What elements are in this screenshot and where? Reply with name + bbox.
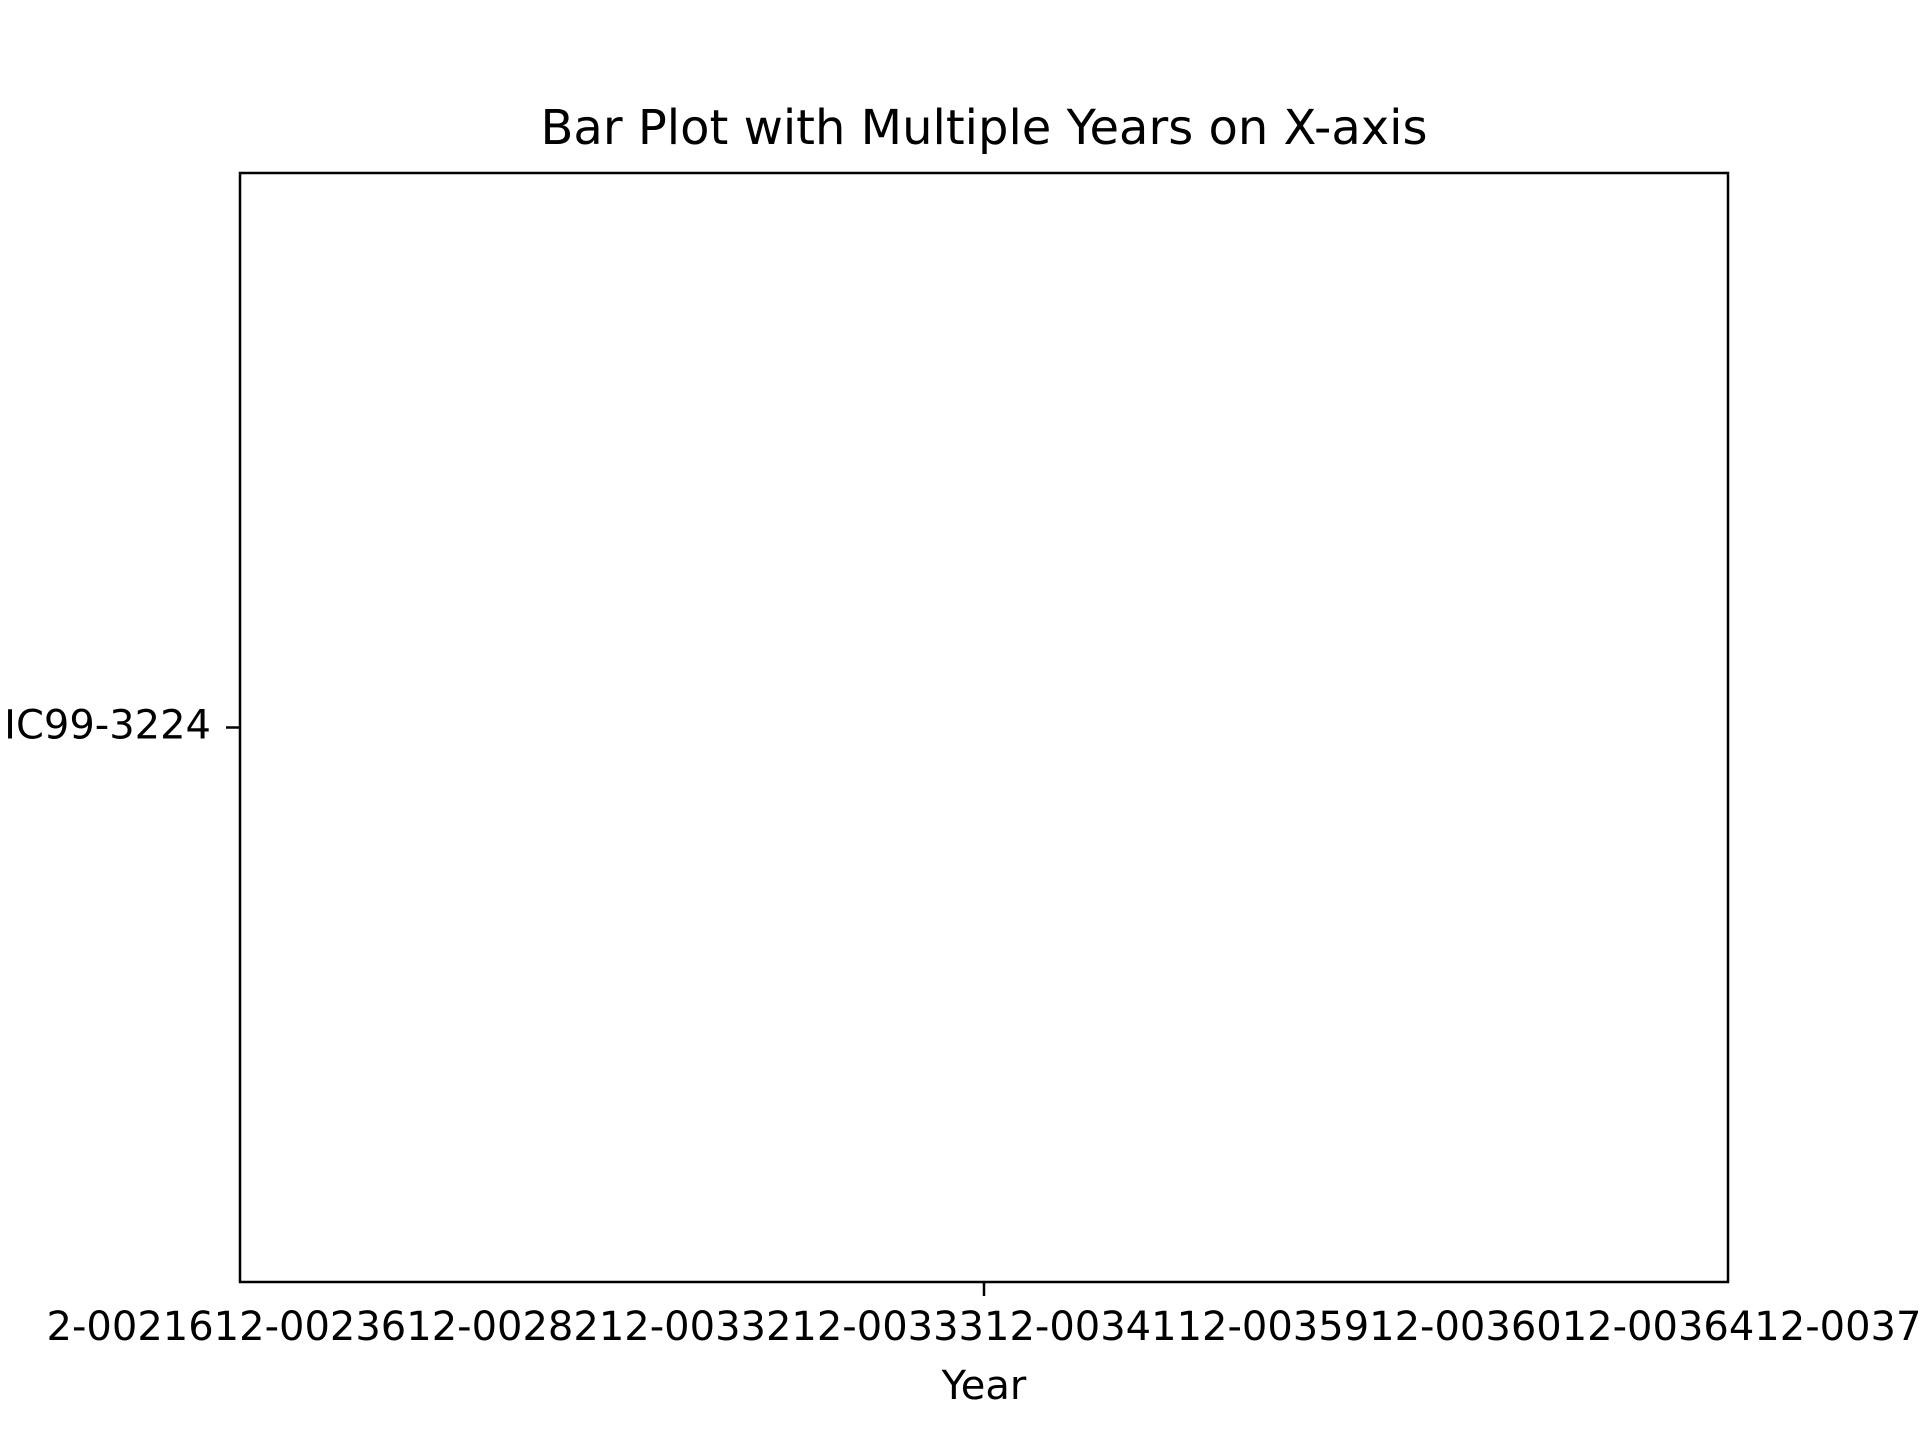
x-tick-label: 2-0021612-0023612-0028212-0033212-003331…: [47, 1304, 1920, 1350]
x-axis-label: Year: [941, 1363, 1027, 1409]
y-tick-label: IC99-3224: [4, 703, 211, 749]
chart-title: Bar Plot with Multiple Years on X-axis: [541, 100, 1428, 156]
